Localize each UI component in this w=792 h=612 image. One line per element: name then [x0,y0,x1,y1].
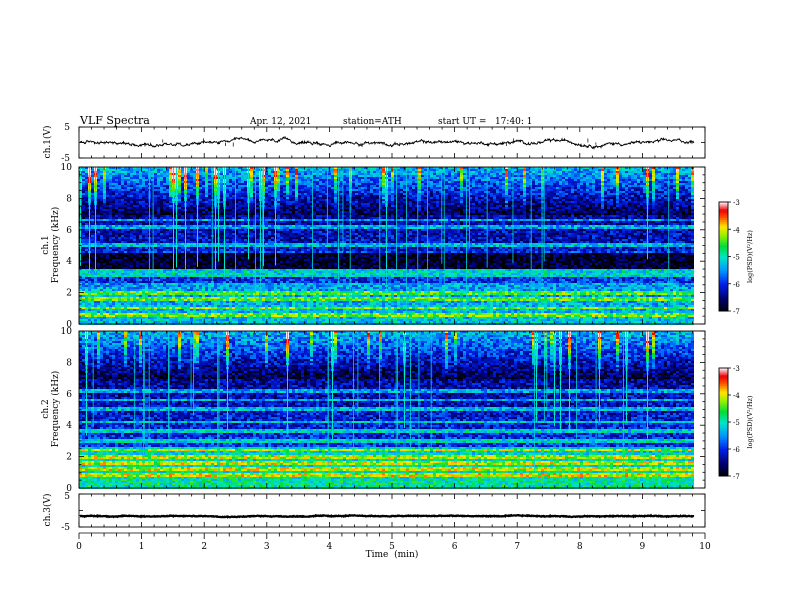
colorbar-tick-label: -5 [733,254,740,262]
ch1-spec-y-label: Frequency (kHz) [50,207,61,284]
ch1-y-tick-bottom: -5 [61,154,70,164]
frequency-tick-label: 0 [66,484,72,494]
ch2-frequency-ticks: 0 2 4 6 8 10 [61,327,705,494]
x-axis-label: Time (min) [366,549,419,560]
ch1-spec-y-label-channel: ch.1 [41,235,51,254]
x-tick-label: 9 [640,542,646,552]
colorbar-tick-label: -4 [733,392,740,400]
frequency-tick-label: 4 [66,257,72,267]
frequency-tick-label: 0 [66,320,72,330]
colorbar-tick-label: -7 [733,473,740,481]
ch3-y-axis-label: ch.3(V) [42,494,53,527]
frequency-tick-label: 8 [66,194,72,204]
frequency-tick-label: 2 [66,453,72,463]
ch2-spec-y-label: Frequency (kHz) [50,371,61,448]
colorbar-label: log(PSD)(V²/Hz) [746,230,754,283]
x-tick-label: 8 [577,542,583,552]
frequency-tick-label: 4 [66,421,72,431]
colorbar-tick-label: -7 [733,308,740,316]
x-tick-label: 0 [76,542,82,552]
x-tick-label: 10 [699,542,711,552]
colorbar-tick-label: -3 [733,199,740,207]
ch1-y-ticks [79,126,705,159]
colorbar-tick-label: -6 [733,281,740,289]
frequency-tick-label: 10 [61,163,73,173]
frequency-tick-label: 8 [66,358,72,368]
ch3-y-tick-bottom: -5 [61,523,70,533]
ch1-waveform-trace [79,135,695,150]
header-station: station=ATH [343,117,402,127]
x-tick-label: 2 [201,542,207,552]
waveform-line [79,513,695,519]
frequency-tick-label: 10 [61,327,73,337]
colorbar-tick-label: -6 [733,446,740,454]
colorbar-tick-label: -5 [733,419,740,427]
ch1-spectrogram-panel: 0 2 4 6 8 10 ch.1 Frequency (kHz) [41,163,706,330]
ch2-colorbar: -3 -4 -5 -6 -7 log(PSD)(V²/Hz) [718,365,754,481]
x-tick-label: 6 [452,542,458,552]
x-tick-label: 3 [264,542,270,552]
x-tick-label: 7 [514,542,520,552]
frequency-tick-label: 2 [66,289,72,299]
ch1-colorbar: -3 -4 -5 -6 -7 log(PSD)(V²/Hz) [718,199,754,316]
ch1-y-tick-top: 5 [64,123,70,133]
time-axis: 0 1 2 3 4 5 6 7 8 9 10 [76,127,711,552]
ch2-spectrogram-image [79,331,705,489]
x-tick-label: 1 [139,542,145,552]
ch1-frequency-ticks: 0 2 4 6 8 10 [61,163,705,330]
colorbar-tick-label: -3 [733,365,740,373]
ch1-y-axis-label: ch.1(V) [42,126,53,159]
frequency-tick-label: 6 [66,226,72,236]
header-date: Apr. 12, 2021 [249,117,311,127]
frequency-tick-label: 6 [66,390,72,400]
x-tick-label: 5 [389,542,395,552]
colorbar-tick-label: -4 [733,226,740,234]
ch2-spec-y-label-channel: ch.2 [41,399,51,418]
colorbar-label: log(PSD)(V²/Hz) [746,395,754,448]
x-tick-label: 4 [327,542,333,552]
ch3-y-ticks [79,493,705,528]
ch3-waveform-trace [79,513,695,519]
header-start-time: start UT = 17:40: 1 [438,117,533,127]
ch3-y-tick-top: 5 [64,492,70,502]
figure-title: VLF Spectra [79,114,150,127]
ch2-spectrogram-panel: 0 2 4 6 8 10 ch.2 Frequency (kHz) [41,327,706,494]
waveform-line [79,135,695,150]
ch1-spectrogram-image [79,167,705,325]
